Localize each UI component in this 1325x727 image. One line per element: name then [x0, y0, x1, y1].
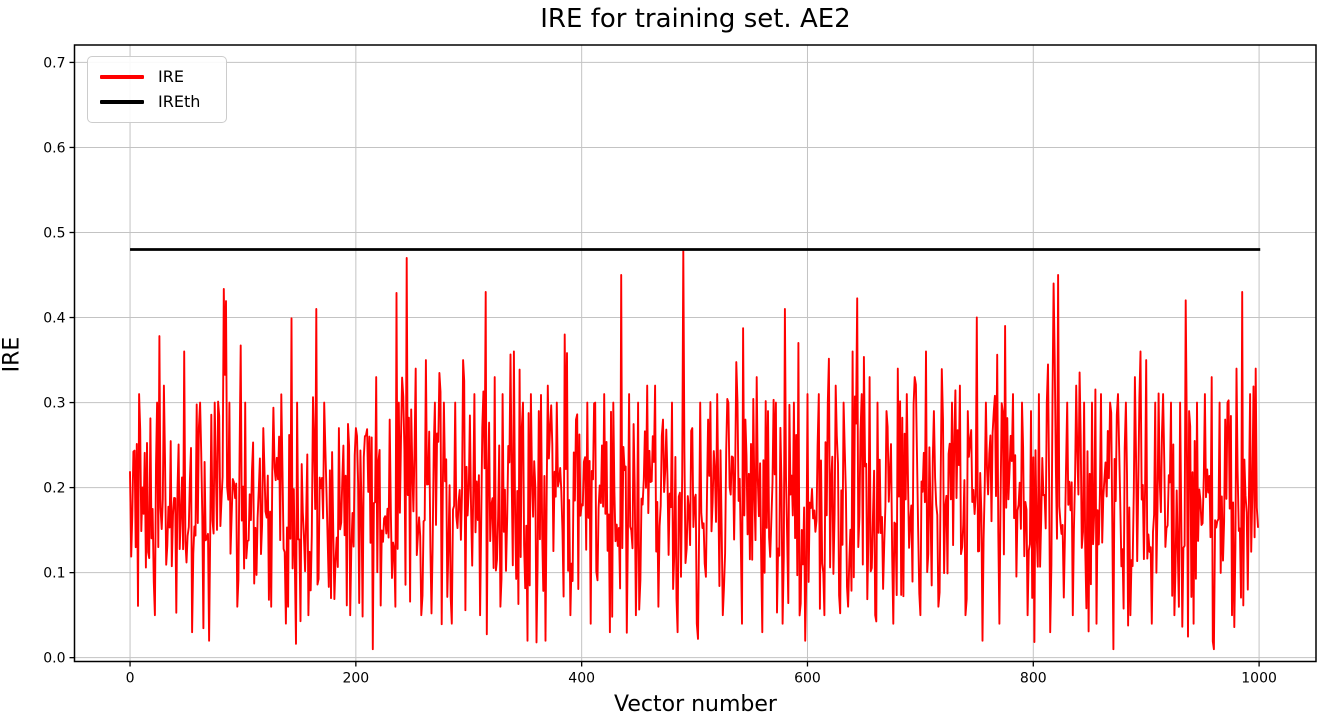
x-tick-label: 0: [126, 671, 135, 687]
legend-item-ireth: IREth: [100, 94, 214, 110]
ire-line-swatch: [100, 75, 144, 79]
y-tick-label: 0.1: [43, 566, 65, 582]
y-tick-label: 0.7: [43, 55, 65, 71]
y-tick-label: 0.5: [43, 226, 65, 242]
axis-ticks: [69, 61, 1260, 667]
legend-label-ireth: IREth: [158, 92, 201, 111]
x-axis-label: Vector number: [614, 692, 777, 717]
x-tick-label: 1000: [1241, 671, 1277, 687]
series-lines: [129, 248, 1261, 651]
legend-label-ire: IRE: [158, 67, 184, 86]
y-tick-label: 0.4: [43, 311, 65, 327]
legend-item-ire: IRE: [100, 69, 214, 85]
y-axis-label: IRE: [0, 336, 25, 373]
axes-spines: [73, 44, 1317, 663]
chart-title: IRE for training set. AE2: [540, 4, 851, 34]
x-tick-label: 200: [342, 671, 369, 687]
plot-border: [73, 44, 1317, 663]
y-tick-label: 0.0: [43, 651, 65, 667]
axis-tick-labels: 0 200 400 600 800 1000 0.0 0.1 0.2 0.3 0.4 0.5 0.6 0.…: [43, 55, 1277, 686]
y-tick-label: 0.3: [43, 396, 65, 412]
y-tick-label: 0.2: [43, 481, 65, 497]
y-tick-label: 0.6: [43, 140, 65, 156]
legend: IRE IREth: [87, 56, 227, 123]
x-tick-label: 800: [1020, 671, 1047, 687]
x-tick-label: 600: [794, 671, 821, 687]
ire-series-line: [129, 248, 1259, 651]
x-tick-label: 400: [568, 671, 595, 687]
ireth-line-swatch: [100, 100, 144, 104]
